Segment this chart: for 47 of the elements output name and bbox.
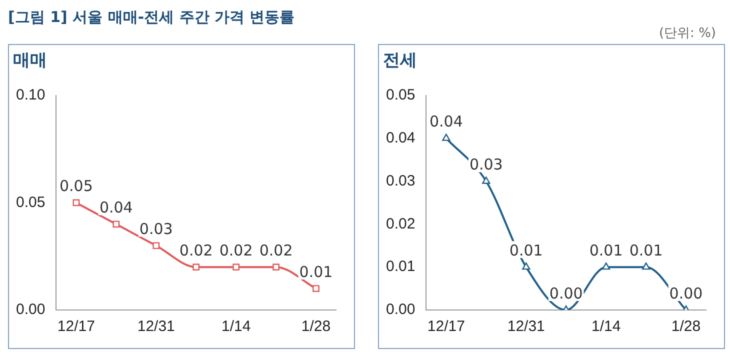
x-tick-label: 12/31 [137,318,175,336]
y-tick-label: 0.04 [386,129,416,146]
point [192,264,200,271]
y-tick-label: 0.00 [16,301,46,318]
point [442,134,450,141]
y-tick-label: 0.10 [16,86,46,104]
point [72,199,80,206]
point [152,242,160,250]
point [602,262,610,270]
data-label: 0.05 [59,177,93,196]
data-label: 0.02 [179,241,213,260]
y-tick-label: 0.05 [386,86,416,104]
x-tick-label: 12/17 [427,318,465,336]
text: (단위: %) [658,25,716,42]
data-label: 0.03 [139,220,173,238]
text: [그림 1] 서울 매매-전세 주간 가격 변동률 [8,8,295,27]
y-tick-label: 0.02 [386,215,416,232]
point [232,264,240,271]
data-label: 0.01 [299,262,333,281]
data-label: 0.00 [669,284,703,302]
chart-title: 전세 [383,50,417,71]
x-tick-label: 1/28 [301,318,331,336]
y-tick-label: 0.01 [386,258,416,276]
data-label: 0.02 [259,241,293,260]
data-label: 0.01 [509,241,543,260]
y-tick-label: 0.03 [386,172,416,190]
point [482,176,490,184]
chart-title: 매매 [13,50,47,71]
y-tick-label: 0.05 [16,194,46,211]
data-label: 0.04 [429,112,463,131]
data-label: 0.04 [99,198,133,217]
x-tick-label: 12/17 [57,318,95,336]
data-label: 0.00 [549,284,583,302]
data-label: 0.02 [219,241,253,260]
x-tick-label: 12/31 [507,318,545,336]
x-tick-label: 1/14 [221,318,251,336]
data-label: 0.01 [629,241,663,260]
point [272,264,280,271]
x-tick-label: 1/14 [591,318,621,336]
point [522,262,530,270]
data-label: 0.03 [469,156,503,174]
x-tick-label: 1/28 [671,318,701,336]
point [642,262,650,270]
y-tick-label: 0.00 [386,301,416,318]
point [312,285,320,292]
point [112,220,120,228]
data-label: 0.01 [589,241,623,260]
